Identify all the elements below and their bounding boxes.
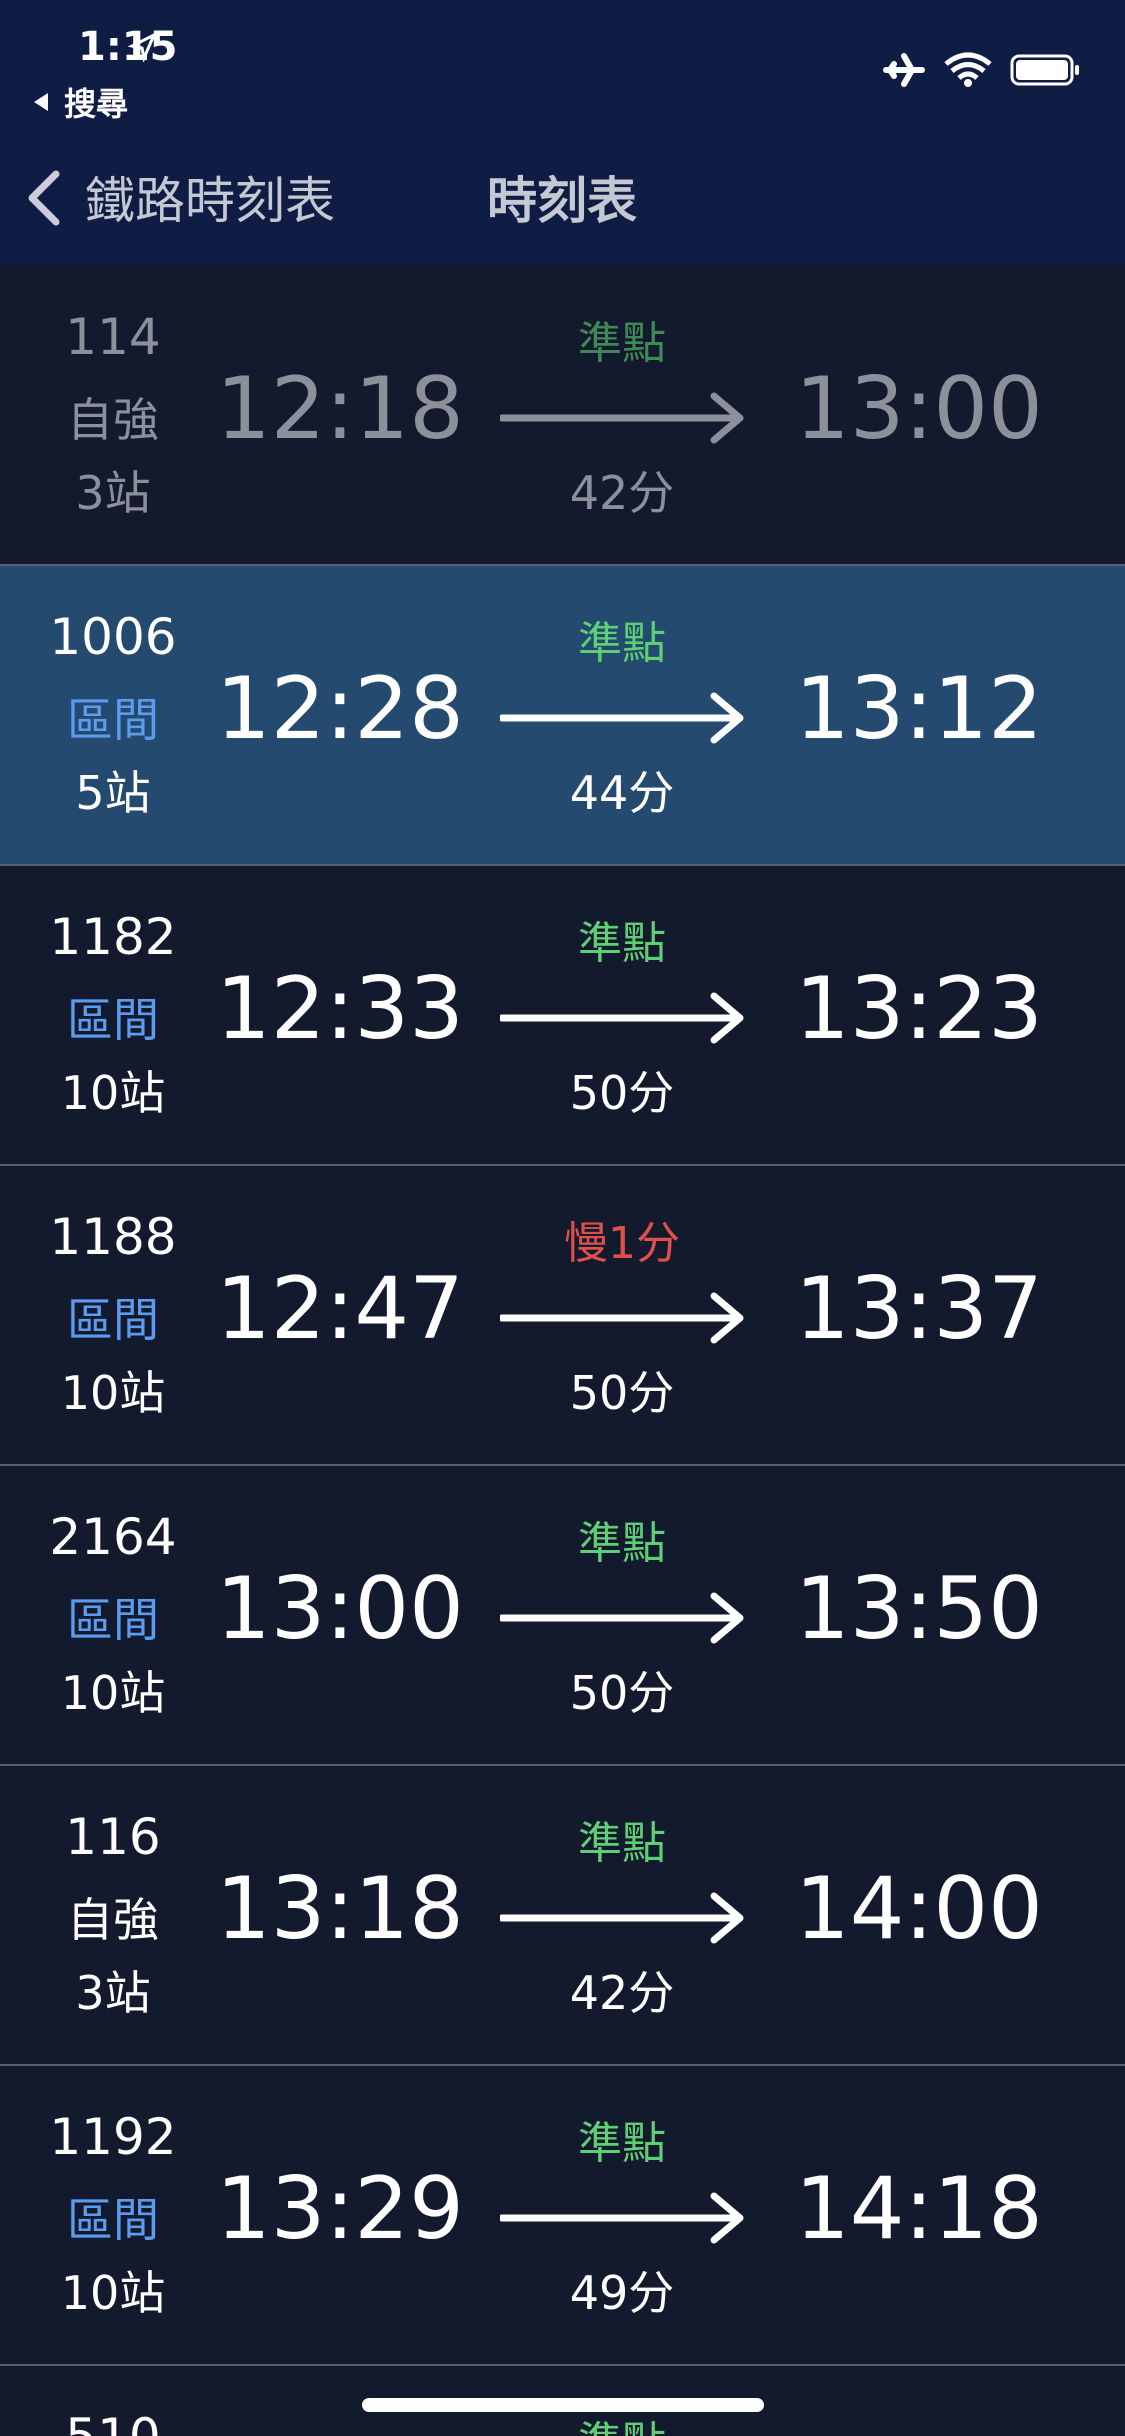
arrive-time: 13:00 (795, 359, 1043, 459)
arrow (500, 2192, 744, 2244)
train-row[interactable]: 2164 區間 10站 13:00 準點 50分 13:50 (0, 1466, 1125, 1766)
train-number: 114 (65, 308, 161, 366)
location-icon (128, 32, 157, 62)
arrow (500, 392, 744, 444)
stop-count: 3站 (75, 466, 151, 520)
arrive-time: 13:50 (795, 1559, 1043, 1659)
train-row[interactable]: 1006 區間 5站 12:28 準點 44分 13:12 (0, 566, 1125, 866)
train-number: 2164 (49, 1508, 177, 1566)
arrive-time: 14:00 (795, 1859, 1043, 1959)
duration: 50分 (569, 1066, 675, 1120)
train-type: 自強 (67, 393, 159, 447)
status: 慢1分 (564, 1218, 680, 1269)
duration: 42分 (569, 1966, 675, 2020)
stop-count: 10站 (60, 1066, 166, 1120)
status: 準點 (578, 2407, 666, 2436)
train-number: 510 (65, 2408, 160, 2436)
stop-count: 10站 (60, 1666, 166, 1720)
back-app[interactable]: 搜尋 (64, 85, 129, 123)
status: 準點 (578, 1818, 666, 1869)
depart-time: 13:00 (216, 1559, 464, 1659)
depart-time: 12:28 (216, 659, 464, 759)
back-icon[interactable] (24, 170, 64, 226)
back-button[interactable]: 鐵路時刻表 (85, 172, 335, 230)
duration: 50分 (569, 1366, 675, 1420)
duration: 49分 (569, 2266, 675, 2320)
duration: 42分 (569, 466, 675, 520)
depart-time: 12:47 (216, 1259, 464, 1359)
depart-time: 12:18 (216, 359, 464, 459)
stop-count: 10站 (60, 1366, 166, 1420)
arrow (500, 992, 744, 1044)
arrive-time: 13:12 (795, 659, 1043, 759)
stop-count: 3站 (75, 1966, 151, 2020)
depart-time: 12:33 (216, 959, 464, 1059)
train-row[interactable]: 116 自強 3站 13:18 準點 42分 14:00 (0, 1766, 1125, 2066)
train-row[interactable]: 1188 區間 10站 12:47 慢1分 50分 13:37 (0, 1166, 1125, 1466)
depart-time: 13:29 (216, 2159, 464, 2259)
status-time: 1:15 (78, 24, 178, 70)
train-type: 自強 (67, 1893, 159, 1947)
train-type: 區間 (67, 993, 159, 1047)
status-icons (883, 52, 1079, 87)
train-type: 區間 (67, 693, 159, 747)
train-row[interactable]: 1192 區間 10站 13:29 準點 49分 14:18 (0, 2066, 1125, 2366)
train-number: 116 (65, 1808, 161, 1866)
arrow (500, 1292, 744, 1344)
home-indicator (362, 2398, 764, 2412)
stop-count: 10站 (60, 2266, 166, 2320)
arrow (500, 1592, 744, 1644)
arrive-time: 13:23 (795, 959, 1043, 1059)
arrive-time: 13:37 (795, 1259, 1043, 1359)
train-number: 1188 (49, 1208, 177, 1266)
depart-time: 13:18 (216, 1859, 464, 1959)
nav-title: 時刻表 (487, 172, 637, 230)
duration: 44分 (569, 766, 675, 820)
train-row[interactable]: 1182 區間 10站 12:33 準點 50分 13:23 (0, 866, 1125, 1166)
duration: 50分 (569, 1666, 675, 1720)
status: 準點 (578, 918, 666, 969)
train-number: 1006 (49, 608, 177, 666)
train-number: 1182 (49, 908, 177, 966)
stop-count: 5站 (75, 766, 151, 820)
status: 準點 (578, 318, 666, 369)
status: 準點 (578, 618, 666, 669)
train-type: 區間 (67, 1593, 159, 1647)
arrive-time: 14:18 (795, 2159, 1043, 2259)
back-app-icon (34, 93, 48, 111)
train-number: 1192 (49, 2108, 177, 2166)
arrow (500, 692, 744, 744)
train-type: 區間 (67, 1293, 159, 1347)
arrow (500, 1892, 744, 1944)
status: 準點 (578, 1518, 666, 1569)
status: 準點 (578, 2118, 666, 2169)
train-type: 區間 (67, 2193, 159, 2247)
header: 1:15 搜尋 鐵路時刻表 時刻表 (0, 0, 1125, 264)
train-row[interactable]: 114 自強 3站 12:18 準點 42分 13:00 (0, 266, 1125, 566)
